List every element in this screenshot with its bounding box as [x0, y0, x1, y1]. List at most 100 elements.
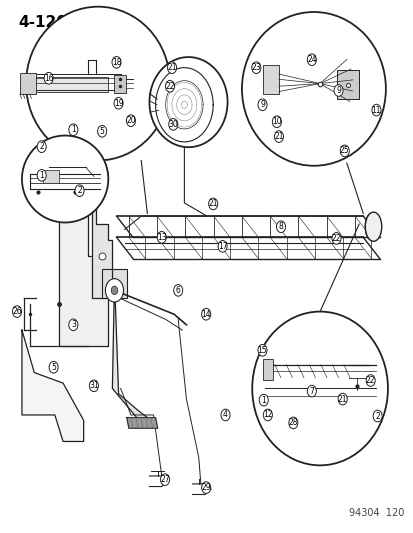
- Ellipse shape: [364, 212, 381, 241]
- Text: 20: 20: [126, 116, 135, 125]
- Circle shape: [276, 221, 285, 232]
- Circle shape: [372, 410, 381, 422]
- Text: 30: 30: [168, 120, 178, 129]
- Ellipse shape: [26, 7, 170, 160]
- Circle shape: [75, 185, 84, 197]
- Circle shape: [201, 309, 210, 320]
- Circle shape: [365, 375, 374, 386]
- Circle shape: [257, 344, 266, 356]
- Circle shape: [44, 72, 53, 84]
- Ellipse shape: [22, 135, 108, 222]
- Text: 1: 1: [71, 125, 76, 134]
- Text: 31: 31: [89, 381, 98, 390]
- Text: 14: 14: [201, 310, 211, 319]
- Text: 8: 8: [278, 222, 283, 231]
- Circle shape: [97, 125, 107, 137]
- Circle shape: [89, 380, 98, 392]
- Circle shape: [167, 62, 176, 74]
- Ellipse shape: [241, 12, 385, 166]
- Text: 5: 5: [51, 363, 56, 372]
- Polygon shape: [59, 206, 108, 346]
- Text: 26: 26: [12, 307, 22, 316]
- Text: 28: 28: [288, 418, 297, 427]
- Circle shape: [337, 393, 347, 405]
- Circle shape: [49, 361, 58, 373]
- Ellipse shape: [149, 57, 227, 147]
- Text: 9: 9: [259, 100, 264, 109]
- FancyBboxPatch shape: [262, 65, 278, 94]
- Circle shape: [111, 286, 117, 295]
- Circle shape: [112, 56, 121, 68]
- Text: 94304  120: 94304 120: [348, 508, 404, 519]
- Circle shape: [371, 104, 380, 116]
- Circle shape: [160, 474, 169, 486]
- Text: 15: 15: [257, 346, 267, 355]
- Text: 16: 16: [44, 74, 53, 83]
- Circle shape: [339, 145, 349, 157]
- Text: 23: 23: [251, 63, 261, 72]
- Circle shape: [274, 131, 283, 142]
- Text: 13: 13: [157, 233, 166, 242]
- Text: 21: 21: [167, 63, 176, 72]
- Text: 1: 1: [261, 395, 266, 405]
- Ellipse shape: [252, 312, 387, 465]
- Circle shape: [201, 482, 210, 494]
- Text: 21: 21: [273, 132, 283, 141]
- Circle shape: [306, 54, 316, 66]
- Circle shape: [288, 417, 297, 429]
- Text: 19: 19: [114, 99, 123, 108]
- Polygon shape: [126, 418, 157, 428]
- Circle shape: [169, 118, 177, 130]
- Circle shape: [157, 231, 166, 243]
- Circle shape: [173, 285, 182, 296]
- Text: 21: 21: [337, 394, 347, 403]
- Circle shape: [218, 240, 227, 252]
- FancyBboxPatch shape: [20, 73, 36, 94]
- Circle shape: [306, 385, 316, 397]
- Text: 5: 5: [100, 127, 104, 136]
- Circle shape: [208, 198, 217, 210]
- Text: 9: 9: [335, 86, 340, 95]
- Circle shape: [221, 409, 230, 421]
- Circle shape: [272, 116, 281, 127]
- FancyBboxPatch shape: [114, 75, 126, 93]
- Circle shape: [69, 124, 78, 135]
- Text: 4: 4: [223, 410, 228, 419]
- Text: 17: 17: [217, 242, 227, 251]
- Text: 6: 6: [176, 286, 180, 295]
- Text: 11: 11: [371, 106, 380, 115]
- FancyBboxPatch shape: [34, 77, 108, 92]
- FancyBboxPatch shape: [262, 359, 272, 381]
- Circle shape: [12, 306, 21, 317]
- Text: 24: 24: [306, 55, 316, 64]
- Polygon shape: [112, 279, 147, 423]
- Circle shape: [257, 99, 266, 111]
- FancyBboxPatch shape: [102, 269, 126, 298]
- Text: 27: 27: [160, 475, 169, 484]
- Circle shape: [69, 319, 78, 330]
- Circle shape: [114, 98, 123, 109]
- Circle shape: [251, 62, 260, 74]
- Text: 29: 29: [201, 483, 211, 492]
- Circle shape: [333, 85, 342, 96]
- Text: 21: 21: [208, 199, 217, 208]
- Text: 12: 12: [263, 410, 272, 419]
- Circle shape: [37, 169, 46, 181]
- Circle shape: [331, 232, 340, 244]
- Polygon shape: [22, 330, 83, 441]
- Ellipse shape: [364, 214, 377, 240]
- Text: 22: 22: [365, 376, 375, 385]
- Text: 18: 18: [112, 58, 121, 67]
- Text: 3: 3: [71, 320, 76, 329]
- Polygon shape: [92, 198, 112, 298]
- Text: 4-120A: 4-120A: [18, 14, 78, 30]
- Circle shape: [263, 409, 272, 421]
- Circle shape: [37, 141, 46, 152]
- Text: 25: 25: [339, 147, 349, 156]
- Circle shape: [259, 394, 268, 406]
- Text: 2: 2: [374, 411, 379, 421]
- Text: 22: 22: [331, 234, 340, 243]
- Circle shape: [165, 80, 174, 92]
- Circle shape: [105, 279, 123, 302]
- FancyBboxPatch shape: [336, 70, 358, 100]
